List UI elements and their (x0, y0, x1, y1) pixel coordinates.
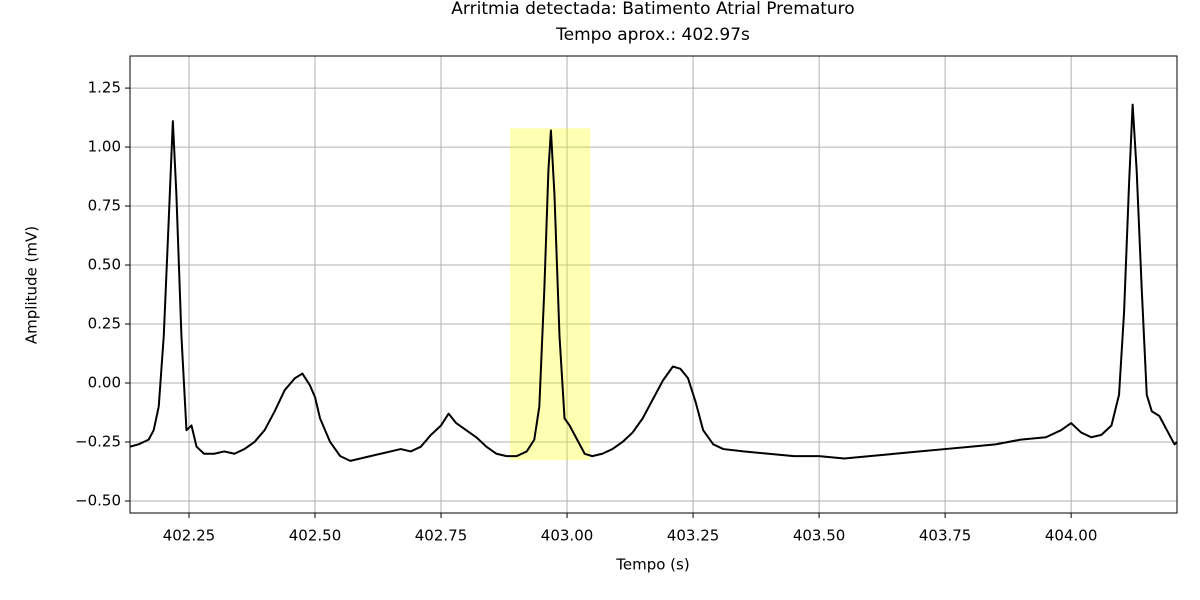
y-tick-label: 0.25 (88, 315, 121, 333)
chart-subtitle: Tempo aprox.: 402.97s (555, 25, 750, 45)
y-tick-label: 1.25 (88, 79, 121, 97)
x-tick-label: 403.25 (667, 527, 720, 545)
x-tick-label: 402.50 (289, 527, 342, 545)
y-tick-label: 0.75 (88, 197, 121, 215)
x-tick-label: 403.75 (919, 527, 972, 545)
x-axis-label: Tempo (s) (615, 556, 689, 574)
ecg-line (130, 103, 1177, 462)
highlight-region (510, 128, 591, 460)
chart-title: Arritmia detectada: Batimento Atrial Pre… (451, 0, 854, 19)
x-tick-label: 403.50 (793, 527, 846, 545)
y-tick-label: −0.25 (75, 432, 121, 450)
y-tick-label: 1.00 (88, 138, 121, 156)
x-tick-label: 402.25 (163, 527, 216, 545)
y-tick-label: −0.50 (75, 491, 121, 509)
plot-frame (129, 55, 1178, 514)
x-tick-label: 402.75 (415, 527, 468, 545)
x-tick-label: 404.00 (1045, 527, 1098, 545)
y-tick-label: 0.50 (88, 256, 121, 274)
y-tick-label: 0.00 (88, 374, 121, 392)
x-tick-label: 403.00 (541, 527, 594, 545)
y-axis-label: Amplitude (mV) (23, 226, 41, 344)
